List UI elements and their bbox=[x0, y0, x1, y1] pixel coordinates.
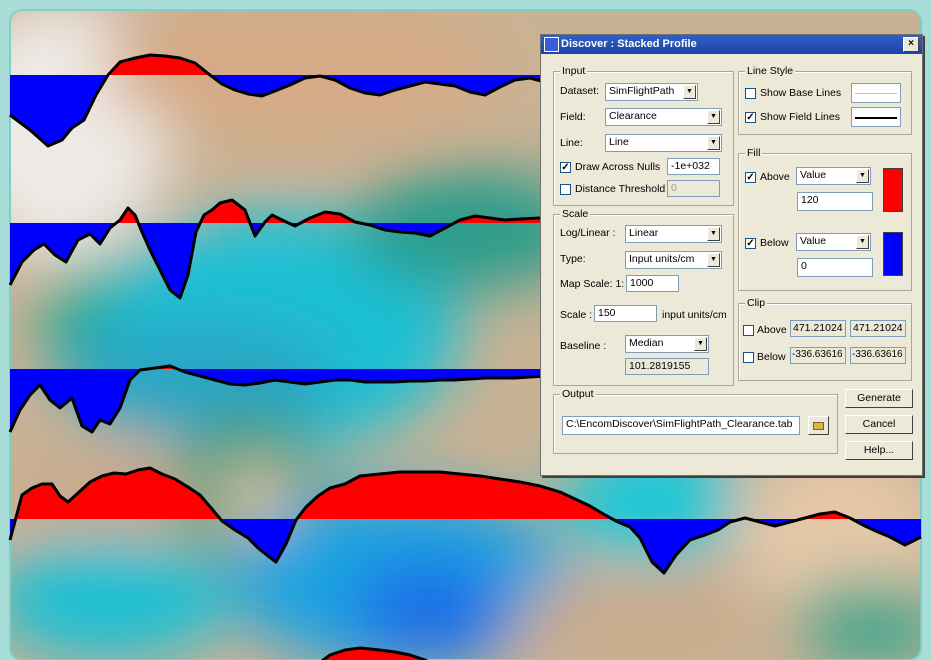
profile-line bbox=[9, 53, 576, 148]
profile-fill-below bbox=[10, 519, 921, 573]
folder-icon bbox=[813, 422, 824, 430]
fill-group: Fill ✓ Above Value ▼ 120 ✓ Below Value ▼ 0 bbox=[738, 147, 912, 291]
distance-threshold-field[interactable]: 0 bbox=[667, 180, 720, 197]
chevron-down-icon[interactable]: ▼ bbox=[856, 169, 869, 183]
baseline-select[interactable]: Median ▼ bbox=[625, 335, 709, 353]
clip-group: Clip Above 471.21024 471.21024 Below -33… bbox=[738, 297, 912, 381]
chevron-down-icon[interactable]: ▼ bbox=[707, 253, 720, 267]
map-scale-field[interactable]: 1000 bbox=[626, 275, 679, 292]
fill-below-value-field[interactable]: 0 bbox=[797, 258, 873, 277]
profile-fill-above bbox=[10, 200, 540, 223]
clip-above-value-1[interactable]: 471.21024 bbox=[790, 320, 846, 337]
profile-fill-below bbox=[10, 75, 575, 146]
dataset-label: Dataset: bbox=[560, 85, 600, 97]
fill-below-color-swatch[interactable] bbox=[883, 232, 903, 276]
output-path-field[interactable]: C:\EncomDiscover\SimFlightPath_Clearance… bbox=[562, 416, 800, 435]
fill-above-label: Above bbox=[760, 171, 790, 183]
dataset-select[interactable]: SimFlightPath ▼ bbox=[605, 83, 698, 101]
line-style-group: Line Style Show Base Lines ✓ Show Field … bbox=[738, 65, 912, 135]
clip-above-value-2[interactable]: 471.21024 bbox=[850, 320, 906, 337]
fill-below-checkbox[interactable]: ✓ bbox=[745, 238, 756, 249]
show-base-lines-checkbox[interactable] bbox=[745, 88, 756, 99]
fill-above-mode-select[interactable]: Value ▼ bbox=[796, 167, 871, 185]
dialog-title: Discover : Stacked Profile bbox=[561, 38, 697, 50]
type-label: Type: bbox=[560, 253, 586, 265]
distance-threshold-label: Distance Threshold bbox=[575, 183, 666, 195]
fill-above-checkbox[interactable]: ✓ bbox=[745, 172, 756, 183]
discover-app-icon bbox=[544, 37, 559, 52]
baseline-readout: 101.2819155 bbox=[625, 358, 709, 375]
scale-group: Scale Log/Linear : Linear ▼ Type: Input u… bbox=[553, 208, 734, 386]
profile-fill-above bbox=[10, 468, 921, 519]
fill-below-mode-select[interactable]: Value ▼ bbox=[796, 233, 871, 251]
chevron-down-icon[interactable]: ▼ bbox=[694, 337, 707, 351]
profile-fills bbox=[10, 55, 921, 660]
clip-above-label: Above bbox=[757, 324, 787, 336]
clip-below-value-1[interactable]: -336.63616 bbox=[790, 347, 846, 364]
profile-line bbox=[320, 646, 429, 660]
generate-button[interactable]: Generate bbox=[845, 389, 913, 408]
profile-lines bbox=[8, 53, 922, 660]
base-line-style-swatch[interactable] bbox=[851, 83, 901, 103]
profile-line bbox=[8, 364, 546, 434]
field-label: Field: bbox=[560, 111, 586, 123]
line-select[interactable]: Line ▼ bbox=[605, 134, 722, 152]
clip-below-checkbox[interactable] bbox=[743, 352, 754, 363]
profile-line bbox=[8, 466, 922, 575]
chevron-down-icon[interactable]: ▼ bbox=[683, 85, 696, 99]
profile-fill-below bbox=[10, 369, 545, 432]
cancel-button[interactable]: Cancel bbox=[845, 415, 913, 434]
type-select[interactable]: Input units/cm ▼ bbox=[625, 251, 722, 269]
map-scale-label: Map Scale: 1: bbox=[560, 278, 625, 290]
close-button[interactable]: × bbox=[903, 37, 919, 52]
fill-group-label: Fill bbox=[745, 147, 763, 159]
clip-below-value-2[interactable]: -336.63616 bbox=[850, 347, 906, 364]
fill-above-value-field[interactable]: 120 bbox=[797, 192, 873, 211]
fill-above-color-swatch[interactable] bbox=[883, 168, 903, 212]
input-group-label: Input bbox=[560, 65, 588, 77]
profile-line bbox=[8, 198, 541, 300]
clip-below-label: Below bbox=[757, 351, 786, 363]
line-style-group-label: Line Style bbox=[745, 65, 796, 77]
profile-fill-above bbox=[10, 55, 575, 75]
chevron-down-icon[interactable]: ▼ bbox=[707, 110, 720, 124]
line-label: Line: bbox=[560, 137, 583, 149]
nulls-value-field[interactable]: -1e+032 bbox=[667, 158, 720, 175]
show-base-lines-label: Show Base Lines bbox=[760, 87, 842, 99]
chevron-down-icon[interactable]: ▼ bbox=[707, 227, 720, 241]
output-group: Output C:\EncomDiscover\SimFlightPath_Cl… bbox=[553, 388, 838, 454]
scale-units-label: input units/cm bbox=[662, 309, 727, 321]
field-line-style-swatch[interactable] bbox=[851, 107, 901, 127]
browse-button[interactable] bbox=[808, 416, 829, 435]
field-select[interactable]: Clearance ▼ bbox=[605, 108, 722, 126]
profile-fill-below bbox=[10, 223, 540, 298]
show-field-lines-label: Show Field Lines bbox=[760, 111, 840, 123]
draw-across-nulls-label: Draw Across Nulls bbox=[575, 161, 661, 173]
clip-above-checkbox[interactable] bbox=[743, 325, 754, 336]
baseline-label: Baseline : bbox=[560, 340, 607, 352]
stacked-profile-dialog: Discover : Stacked Profile × Input Datas… bbox=[540, 34, 923, 476]
show-field-lines-checkbox[interactable]: ✓ bbox=[745, 112, 756, 123]
chevron-down-icon[interactable]: ▼ bbox=[856, 235, 869, 249]
log-linear-select[interactable]: Linear ▼ bbox=[625, 225, 722, 243]
output-group-label: Output bbox=[560, 388, 596, 400]
title-bar[interactable]: Discover : Stacked Profile × bbox=[541, 35, 922, 54]
distance-threshold-checkbox[interactable] bbox=[560, 184, 571, 195]
log-linear-label: Log/Linear : bbox=[560, 227, 616, 239]
input-group: Input Dataset: SimFlightPath ▼ Field: Cle… bbox=[553, 65, 734, 206]
draw-across-nulls-checkbox[interactable]: ✓ bbox=[560, 162, 571, 173]
scale-label: Scale : bbox=[560, 309, 593, 321]
scale-field[interactable]: 150 bbox=[594, 305, 657, 322]
help-button[interactable]: Help... bbox=[845, 441, 913, 460]
fill-below-label: Below bbox=[760, 237, 789, 249]
chevron-down-icon[interactable]: ▼ bbox=[707, 136, 720, 150]
clip-group-label: Clip bbox=[745, 297, 768, 309]
scale-group-label: Scale bbox=[560, 208, 591, 220]
